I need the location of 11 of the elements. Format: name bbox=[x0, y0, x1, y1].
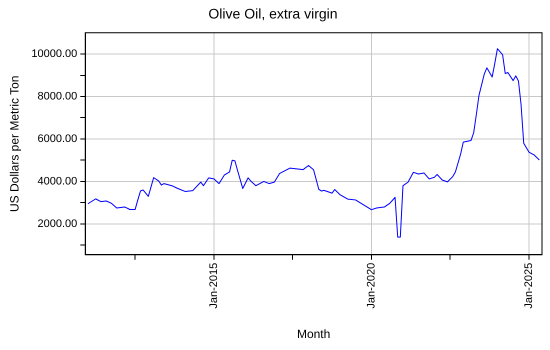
chart-title: Olive Oil, extra virgin bbox=[208, 5, 338, 22]
y-tick-label: 10000.00 bbox=[31, 48, 78, 60]
y-tick-label: 4000.00 bbox=[38, 175, 78, 188]
y-tick-label: 2000.00 bbox=[38, 218, 78, 230]
y-tick-label: 6000.00 bbox=[38, 133, 78, 146]
x-tick-label: Jan-2025 bbox=[523, 262, 536, 309]
x-tick-label: Jan-2020 bbox=[365, 262, 378, 309]
y-axis-title: US Dollars per Metric Ton bbox=[8, 76, 22, 212]
x-axis-title: Month bbox=[296, 327, 330, 342]
x-tick-label: Jan-2015 bbox=[208, 262, 220, 309]
y-tick-label: 8000.00 bbox=[38, 90, 78, 103]
